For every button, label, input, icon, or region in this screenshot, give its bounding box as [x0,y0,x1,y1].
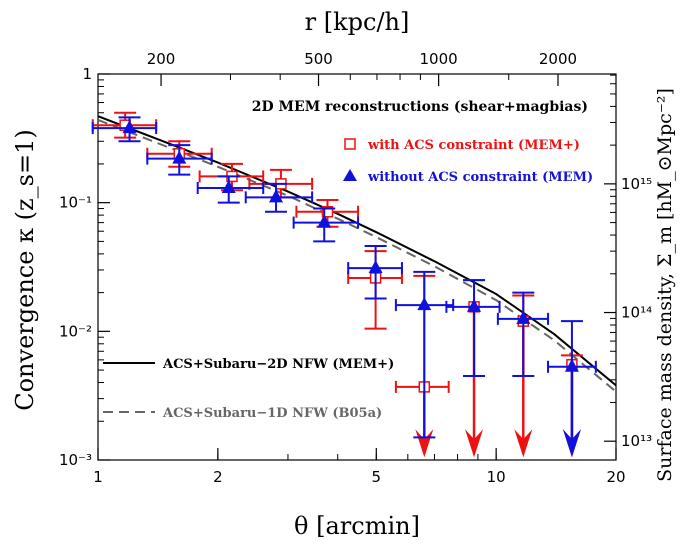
right-tick-label: 10¹⁵ [621,175,652,193]
mem-point-marker [417,297,432,311]
mem-point-marker [564,358,579,372]
legend: 2D MEM reconstructions (shear+magbias) wi… [103,99,593,421]
mem-point-marker [172,150,187,164]
top-tick-label: 200 [147,50,176,68]
legend-title: 2D MEM reconstructions (shear+magbias) [252,99,588,115]
mem-point-marker [516,310,531,324]
mem-point-upper-limit-arrowhead [562,429,581,458]
legend-mem-plus-label: with ACS constraint (MEM+) [367,138,580,153]
mem-plus-point-upper-limit-arrowhead [465,429,484,458]
legend-mem-label: without ACS constraint (MEM) [367,170,593,185]
mem-plus-point-upper-limit-arrowhead [415,429,434,458]
mem-point-marker [122,120,137,134]
right-axis-title: Surface mass density, Σ_m [hM_⊙Mpc⁻²] [654,88,676,482]
top-tick-label: 1000 [420,50,458,68]
axis-ticks: 1 2 5 10 20 200 500 1000 2000 10⁻³ 10⁻² 10⁻¹ 1 10¹³ 10… [59,50,652,486]
y-tick-label: 10⁻¹ [59,194,92,212]
x-axis-title: θ [arcmin] [294,512,420,540]
top-axis-title: r [kpc/h] [305,8,410,36]
mem-point-marker [269,189,284,203]
top-tick-label: 500 [304,50,333,68]
y-tick-label: 10⁻² [59,322,92,340]
right-tick-label: 10¹⁴ [621,304,652,322]
data-points [91,111,597,458]
legend-nfw-1d-label: ACS+Subaru−1D NFW (B05a) [162,406,382,421]
y-axis-title: Convergence κ (z_s=1) [11,129,39,411]
plot-area [97,73,617,461]
mem-point-marker [317,214,332,228]
top-tick-label: 2000 [539,50,577,68]
y-tick-label: 10⁻³ [59,451,92,469]
mem-point-marker [221,180,236,194]
x-tick-label: 20 [606,468,625,486]
mem-plus-point-marker [321,205,334,218]
mem-point-marker [368,260,383,274]
y-tick-label: 1 [82,65,92,83]
legend-nfw-2d-label: ACS+Subaru−2D NFW (MEM+) [162,357,394,372]
plot-frame [97,73,617,461]
x-tick-label: 5 [372,468,382,486]
legend-mem-plus-marker [344,138,356,150]
mem-plus-point-upper-limit-arrowhead [514,429,533,458]
x-tick-label: 10 [487,468,506,486]
mem-point-marker [467,298,482,312]
x-tick-label: 1 [93,468,103,486]
right-tick-label: 10¹³ [621,432,652,450]
x-tick-label: 2 [213,468,223,486]
legend-mem-marker [343,169,357,181]
